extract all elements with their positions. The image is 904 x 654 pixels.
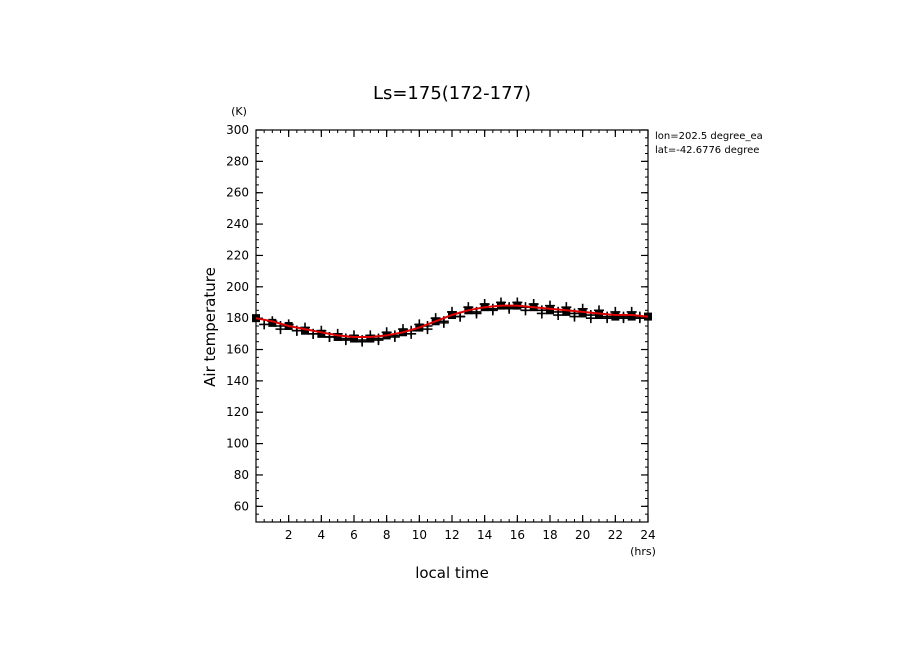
plus-marker bbox=[553, 310, 564, 321]
series-group bbox=[252, 297, 652, 347]
y-tick-label: 300 bbox=[226, 123, 249, 137]
x-tick-label: 24 bbox=[640, 528, 655, 542]
annotation-lat: lat=-42.6776 degree bbox=[655, 145, 759, 156]
plus-marker bbox=[569, 311, 580, 322]
x-tick-label: 20 bbox=[575, 528, 590, 542]
plus-marker bbox=[365, 330, 376, 341]
plus-marker bbox=[585, 313, 596, 324]
y-tick-label: 100 bbox=[226, 437, 249, 451]
y-tick-label: 120 bbox=[226, 405, 249, 419]
ticks-group: 2 4 6 8 10 12 14 16 18 20 22 2460801001201401601802… bbox=[226, 123, 656, 542]
x-tick-label: 14 bbox=[477, 528, 492, 542]
x-axis-title: local time bbox=[415, 564, 489, 582]
x-tick-label: 4 bbox=[318, 528, 326, 542]
y-tick-label: 280 bbox=[226, 154, 249, 168]
y-tick-label: 140 bbox=[226, 374, 249, 388]
x-tick-label: 12 bbox=[444, 528, 459, 542]
y-tick-label: 60 bbox=[234, 499, 249, 513]
y-tick-label: 220 bbox=[226, 248, 249, 262]
plot-frame bbox=[255, 129, 649, 523]
x-tick-label: 2 bbox=[285, 528, 293, 542]
plus-marker bbox=[471, 308, 482, 319]
square-marker bbox=[252, 314, 260, 323]
plus-marker bbox=[349, 330, 359, 341]
plot-frame-group bbox=[255, 129, 649, 523]
x-tick-label: 8 bbox=[383, 528, 391, 542]
x-tick-label: 18 bbox=[542, 528, 557, 542]
x-tick-label: 6 bbox=[350, 528, 358, 542]
y-tick-label: 180 bbox=[226, 311, 249, 325]
x-tick-label: 16 bbox=[510, 528, 525, 542]
y-tick-label: 80 bbox=[234, 468, 249, 482]
series-line bbox=[255, 304, 649, 338]
x-axis-unit: (hrs) bbox=[630, 545, 656, 558]
x-tick-label: 22 bbox=[608, 528, 623, 542]
plus-marker bbox=[536, 308, 547, 319]
labels-group: Ls=175(172-177) local time (hrs) Air tem… bbox=[201, 83, 763, 582]
plus-marker bbox=[259, 319, 270, 330]
chart-title: Ls=175(172-177) bbox=[373, 83, 531, 104]
y-tick-label: 200 bbox=[226, 280, 249, 294]
y-tick-label: 160 bbox=[226, 343, 249, 357]
y-axis-unit: (K) bbox=[231, 105, 247, 118]
y-tick-label: 260 bbox=[226, 186, 249, 200]
y-tick-label: 240 bbox=[226, 217, 249, 231]
x-tick-label: 10 bbox=[412, 528, 427, 542]
y-axis-title: Air temperature bbox=[201, 267, 219, 387]
annotation-lon: lon=202.5 degree_ea bbox=[655, 131, 763, 142]
